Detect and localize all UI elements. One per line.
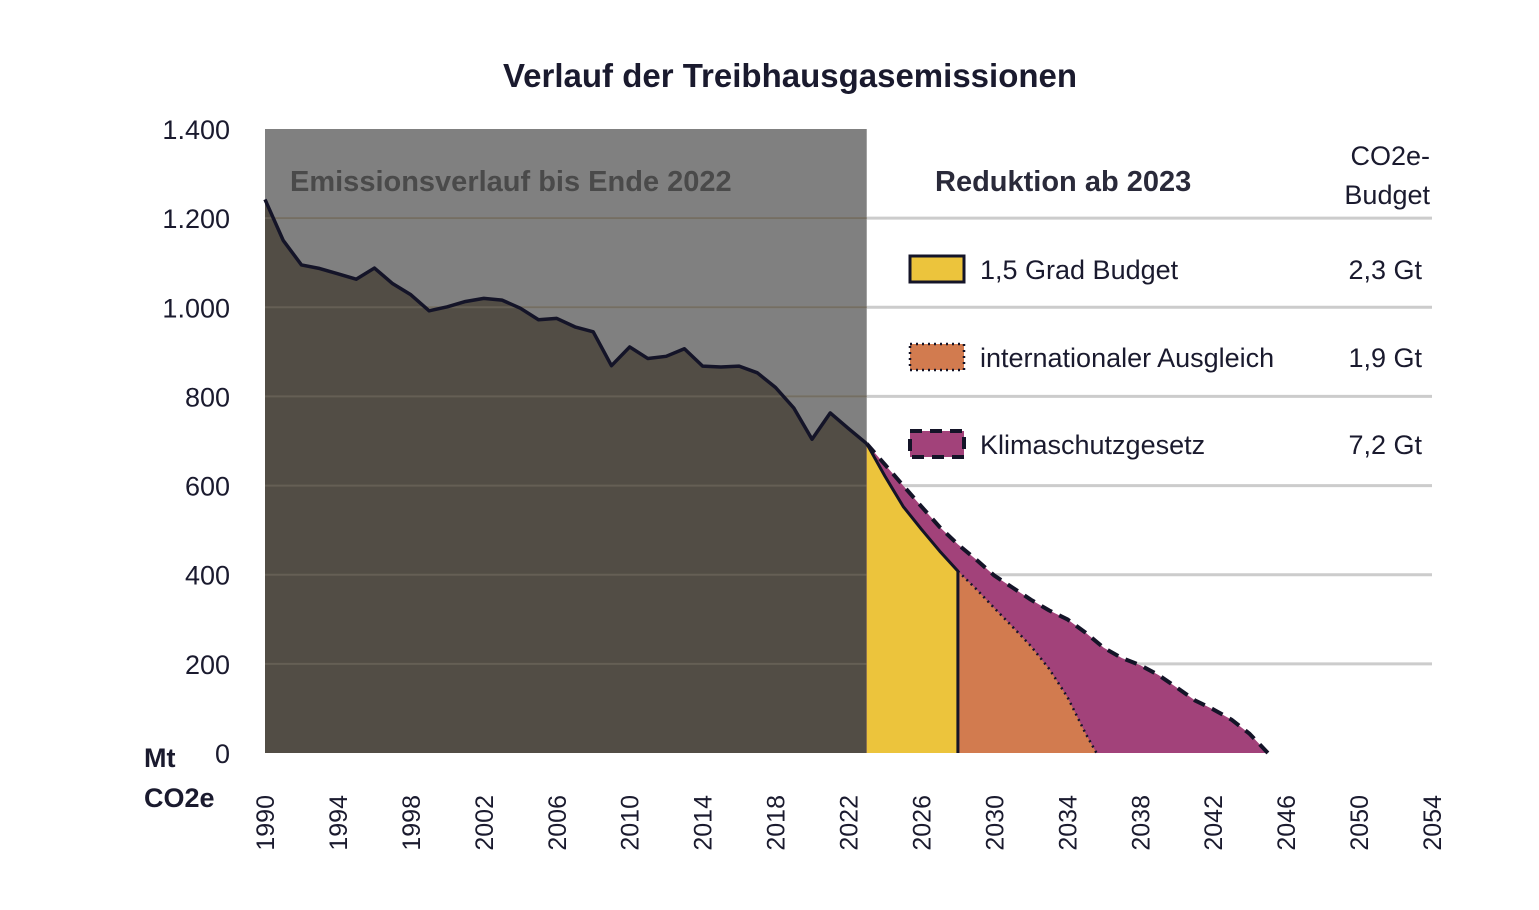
historic-area (265, 199, 867, 753)
y-tick-label: 600 (185, 472, 230, 502)
y-tick-label: 0 (215, 739, 230, 769)
x-tick-label: 2030 (981, 795, 1009, 851)
y-tick-label: 1.000 (162, 293, 230, 323)
x-tick-label: 1998 (398, 795, 426, 851)
legend-swatch (908, 254, 966, 284)
chart-areas (265, 199, 1268, 753)
legend-budget: 2,3 Gt (1348, 255, 1422, 285)
area-2 (866, 443, 958, 753)
x-tick-label: 2002 (471, 795, 499, 851)
x-tick-label: 2014 (690, 795, 718, 851)
series-line-2 (865, 442, 960, 753)
legend-swatch (908, 429, 966, 459)
y-tick-label: 200 (185, 650, 230, 680)
x-tick-label: 2038 (1127, 795, 1155, 851)
y-tick-label: 1.200 (162, 204, 230, 234)
series-line-0 (865, 442, 1270, 755)
x-tick-label: 2006 (544, 795, 572, 851)
area-1 (957, 571, 1097, 753)
y-tick-label: 400 (185, 561, 230, 591)
legend-label: 1,5 Grad Budget (980, 255, 1179, 285)
legend-budget: 1,9 Gt (1348, 343, 1422, 373)
historic-label: Emissionsverlauf bis Ende 2022 (290, 166, 732, 198)
x-tick-label: 2022 (836, 795, 864, 851)
x-tick-label: 2046 (1273, 795, 1301, 851)
y-axis: 0 200 400 600 800 1.000 1.200 1.400 (162, 115, 230, 769)
x-tick-label: 2042 (1200, 795, 1228, 851)
legend-budget: 7,2 Gt (1348, 430, 1422, 460)
y-axis-unit-co2e: CO2e (144, 783, 215, 813)
historic-line (263, 198, 868, 446)
x-tick-label: 1990 (252, 795, 280, 851)
x-tick-label: 2010 (617, 795, 645, 851)
legend-label: Klimaschutzgesetz (980, 430, 1205, 460)
x-tick-label: 2018 (763, 795, 791, 851)
legend-label: internationaler Ausgleich (980, 343, 1274, 373)
budget-header-line1: CO2e- (1350, 141, 1430, 171)
y-axis-unit-mt: Mt (144, 743, 175, 773)
x-tick-label: 2050 (1346, 795, 1374, 851)
legend: 1,5 Grad Budget 2,3 Gt internationaler Aus… (908, 254, 1422, 460)
x-tick-label: 2026 (908, 795, 936, 851)
chart-lines (263, 198, 1270, 755)
reduction-label: Reduktion ab 2023 (935, 166, 1191, 198)
x-tick-label: 2034 (1054, 795, 1082, 851)
chart-title: Verlauf der Treibhausgasemissionen (503, 57, 1077, 94)
y-tick-label: 800 (185, 382, 230, 412)
y-tick-label: 1.400 (162, 115, 230, 145)
x-tick-label: 1994 (325, 795, 353, 851)
budget-header-line2: Budget (1344, 180, 1430, 210)
legend-swatch (908, 342, 966, 372)
x-tick-label: 2054 (1419, 795, 1447, 851)
x-axis: 1990 1994 1998 2002 2006 2010 2014 2018 2022 2026… (252, 795, 1447, 851)
